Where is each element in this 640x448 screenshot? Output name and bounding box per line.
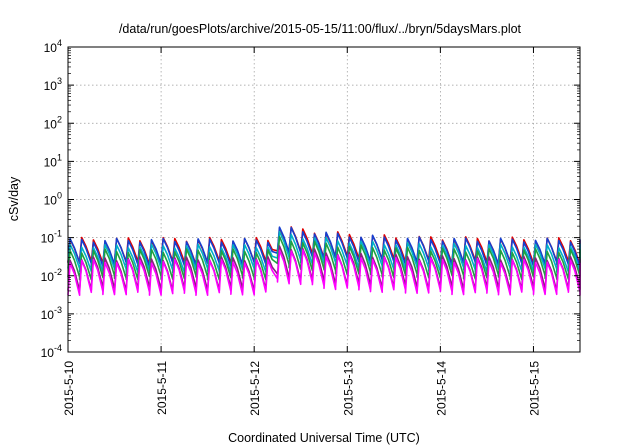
y-tick-label: 10-4 — [41, 343, 62, 360]
y-tick-label: 10-2 — [41, 267, 62, 284]
grid-lines — [68, 47, 580, 352]
series-line — [67, 226, 581, 268]
x-tick-label: 2015-5-13 — [341, 361, 355, 416]
y-tick-label: 104 — [44, 38, 62, 55]
x-axis: 2015-5-10 2015-5-11 2015-5-12 2015-5-13 2015… — [62, 47, 541, 416]
series-line — [67, 249, 581, 296]
series-group — [67, 226, 581, 296]
x-tick-label: 2015-5-15 — [527, 361, 541, 416]
y-tick-label: 10-1 — [41, 229, 62, 246]
y-tick-label: 101 — [44, 152, 62, 169]
chart-title: /data/run/goesPlots/archive/2015-05-15/1… — [119, 22, 522, 36]
series-line — [67, 235, 581, 281]
series-line — [67, 230, 581, 274]
series-line — [67, 245, 581, 292]
x-tick-label: 2015-5-11 — [155, 361, 169, 415]
x-tick-label: 2015-5-14 — [434, 361, 448, 416]
y-tick-label: 103 — [44, 76, 62, 93]
x-axis-label: Coordinated Universal Time (UTC) — [228, 431, 420, 445]
y-tick-label: 102 — [44, 114, 62, 131]
y-axis-label: cSv/day — [7, 176, 21, 221]
y-tick-label: 10-3 — [41, 305, 62, 322]
x-tick-label: 2015-5-10 — [62, 361, 76, 416]
y-axis: 10-4 10-3 10-2 10-1 100 101 102 103 104 — [41, 38, 580, 360]
y-tick-label: 100 — [44, 191, 62, 208]
x-tick-label: 2015-5-12 — [248, 361, 262, 416]
